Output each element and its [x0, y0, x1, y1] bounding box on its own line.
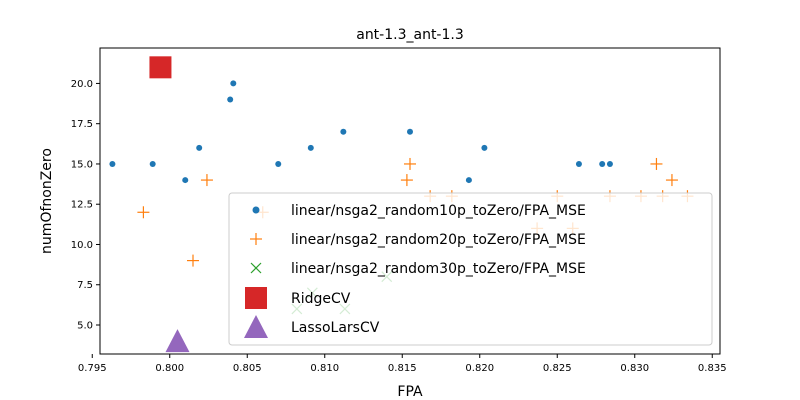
y-axis-ticks: 5.0 7.5 10.0 12.5 15.0 17.5 20.0: [71, 79, 100, 332]
data-point: [182, 177, 189, 184]
x-tick-label: 0.820: [465, 363, 494, 374]
data-point: [665, 174, 678, 187]
data-point: [481, 144, 488, 151]
data-point: [230, 80, 237, 87]
data-point: [187, 254, 199, 267]
y-tick-label: 5.0: [77, 321, 93, 332]
x-axis-ticks: 0.795 0.800 0.805 0.810 0.815 0.820 0.825 0.830…: [78, 354, 727, 374]
y-tick-label: 10.0: [71, 240, 93, 251]
data-point: [404, 157, 416, 170]
legend-plus-marker: [250, 233, 262, 245]
x-tick-label: 0.805: [233, 363, 262, 374]
data-point: [400, 174, 413, 187]
y-axis-label: numOfnonZero: [39, 148, 55, 254]
x-tick-label: 0.825: [543, 363, 572, 374]
chart-title: ant-1.3_ant-1.3: [356, 27, 464, 43]
y-tick-label: 17.5: [71, 119, 93, 130]
plot-frame: [99, 47, 721, 355]
legend-label: linear/nsga2_random20p_toZero/FPA_MSE: [291, 232, 586, 248]
series-dot: [109, 80, 613, 184]
legend-label: RidgeCV: [291, 291, 351, 307]
legend: linear/nsga2_random10p_toZero/FPA_MSElin…: [228, 192, 713, 346]
series-square: [149, 56, 172, 79]
series-triangle: [165, 329, 190, 353]
data-point: [599, 160, 606, 167]
legend-dot-marker: [252, 206, 260, 214]
legend-triangle-marker: [244, 315, 268, 338]
data-point: [575, 160, 582, 167]
data-point: [137, 206, 150, 219]
legend-label: linear/nsga2_random10p_toZero/FPA_MSE: [291, 203, 586, 219]
data-point: [165, 329, 190, 353]
legend-square-marker: [245, 287, 267, 309]
x-tick-label: 0.810: [310, 363, 339, 374]
data-point: [227, 96, 234, 103]
data-point: [149, 160, 156, 167]
data-point: [196, 144, 203, 151]
data-point: [340, 128, 347, 135]
data-point: [606, 160, 613, 167]
legend-label: LassoLarsCV: [291, 320, 380, 336]
legend-box: [228, 192, 713, 346]
legend-x-marker: [250, 262, 262, 274]
x-axis-label: FPA: [397, 384, 423, 400]
x-tick-label: 0.795: [78, 363, 107, 374]
y-tick-label: 20.0: [71, 79, 93, 90]
x-tick-label: 0.835: [698, 363, 727, 374]
data-point: [407, 128, 413, 135]
x-tick-label: 0.830: [620, 363, 649, 374]
y-tick-label: 12.5: [71, 200, 93, 211]
data-point: [109, 160, 116, 167]
y-tick-label: 7.5: [77, 280, 93, 291]
x-tick-label: 0.815: [388, 363, 417, 374]
x-tick-label: 0.800: [155, 363, 184, 374]
y-tick-label: 15.0: [71, 159, 93, 170]
legend-label: linear/nsga2_random30p_toZero/FPA_MSE: [291, 261, 586, 277]
data-point: [149, 56, 172, 79]
data-point: [200, 174, 213, 187]
data-point: [275, 160, 282, 167]
data-point: [465, 177, 472, 184]
data-point: [650, 157, 663, 170]
data-point: [307, 144, 314, 151]
